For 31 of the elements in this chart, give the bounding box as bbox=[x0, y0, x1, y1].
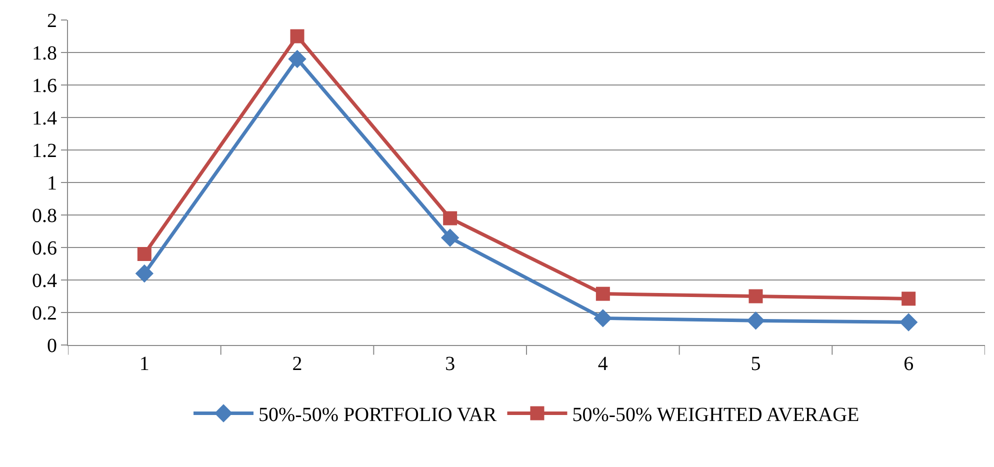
legend-label: 50%-50% PORTFOLIO VAR bbox=[258, 404, 498, 426]
point bbox=[288, 50, 306, 68]
y-tick-label: 0.6 bbox=[32, 238, 57, 260]
y-tick-label: 0.2 bbox=[32, 302, 57, 324]
y-tick-label: 0.4 bbox=[32, 270, 57, 292]
point bbox=[748, 289, 763, 304]
legend-label: 50%-50% WEIGHTED AVERAGE bbox=[572, 404, 860, 426]
y-tick-label: 0 bbox=[47, 335, 57, 357]
y-tick-label: 1.8 bbox=[32, 42, 57, 64]
y-tick-label: 1.2 bbox=[32, 140, 57, 162]
x-tick-label: 6 bbox=[904, 353, 914, 375]
x-tick-label: 5 bbox=[750, 353, 761, 375]
point bbox=[746, 312, 765, 330]
point bbox=[135, 264, 154, 283]
x-tick-label: 4 bbox=[598, 353, 608, 375]
y-tick-label: 1.6 bbox=[32, 75, 57, 97]
y-tick-label: 1 bbox=[47, 172, 57, 194]
x-tick-label: 2 bbox=[292, 353, 302, 375]
x-tick-label: 3 bbox=[445, 353, 456, 375]
y-tick-label: 1.4 bbox=[32, 108, 57, 130]
point bbox=[902, 292, 916, 306]
point bbox=[440, 228, 460, 247]
y-tick-label: 2 bbox=[47, 10, 57, 32]
point bbox=[594, 309, 612, 328]
point bbox=[137, 247, 152, 261]
y-tick-label: 0.8 bbox=[32, 205, 57, 227]
point bbox=[899, 313, 918, 332]
point bbox=[596, 286, 610, 301]
x-tick-label: 1 bbox=[139, 353, 150, 375]
point bbox=[443, 211, 458, 226]
point bbox=[290, 29, 304, 44]
